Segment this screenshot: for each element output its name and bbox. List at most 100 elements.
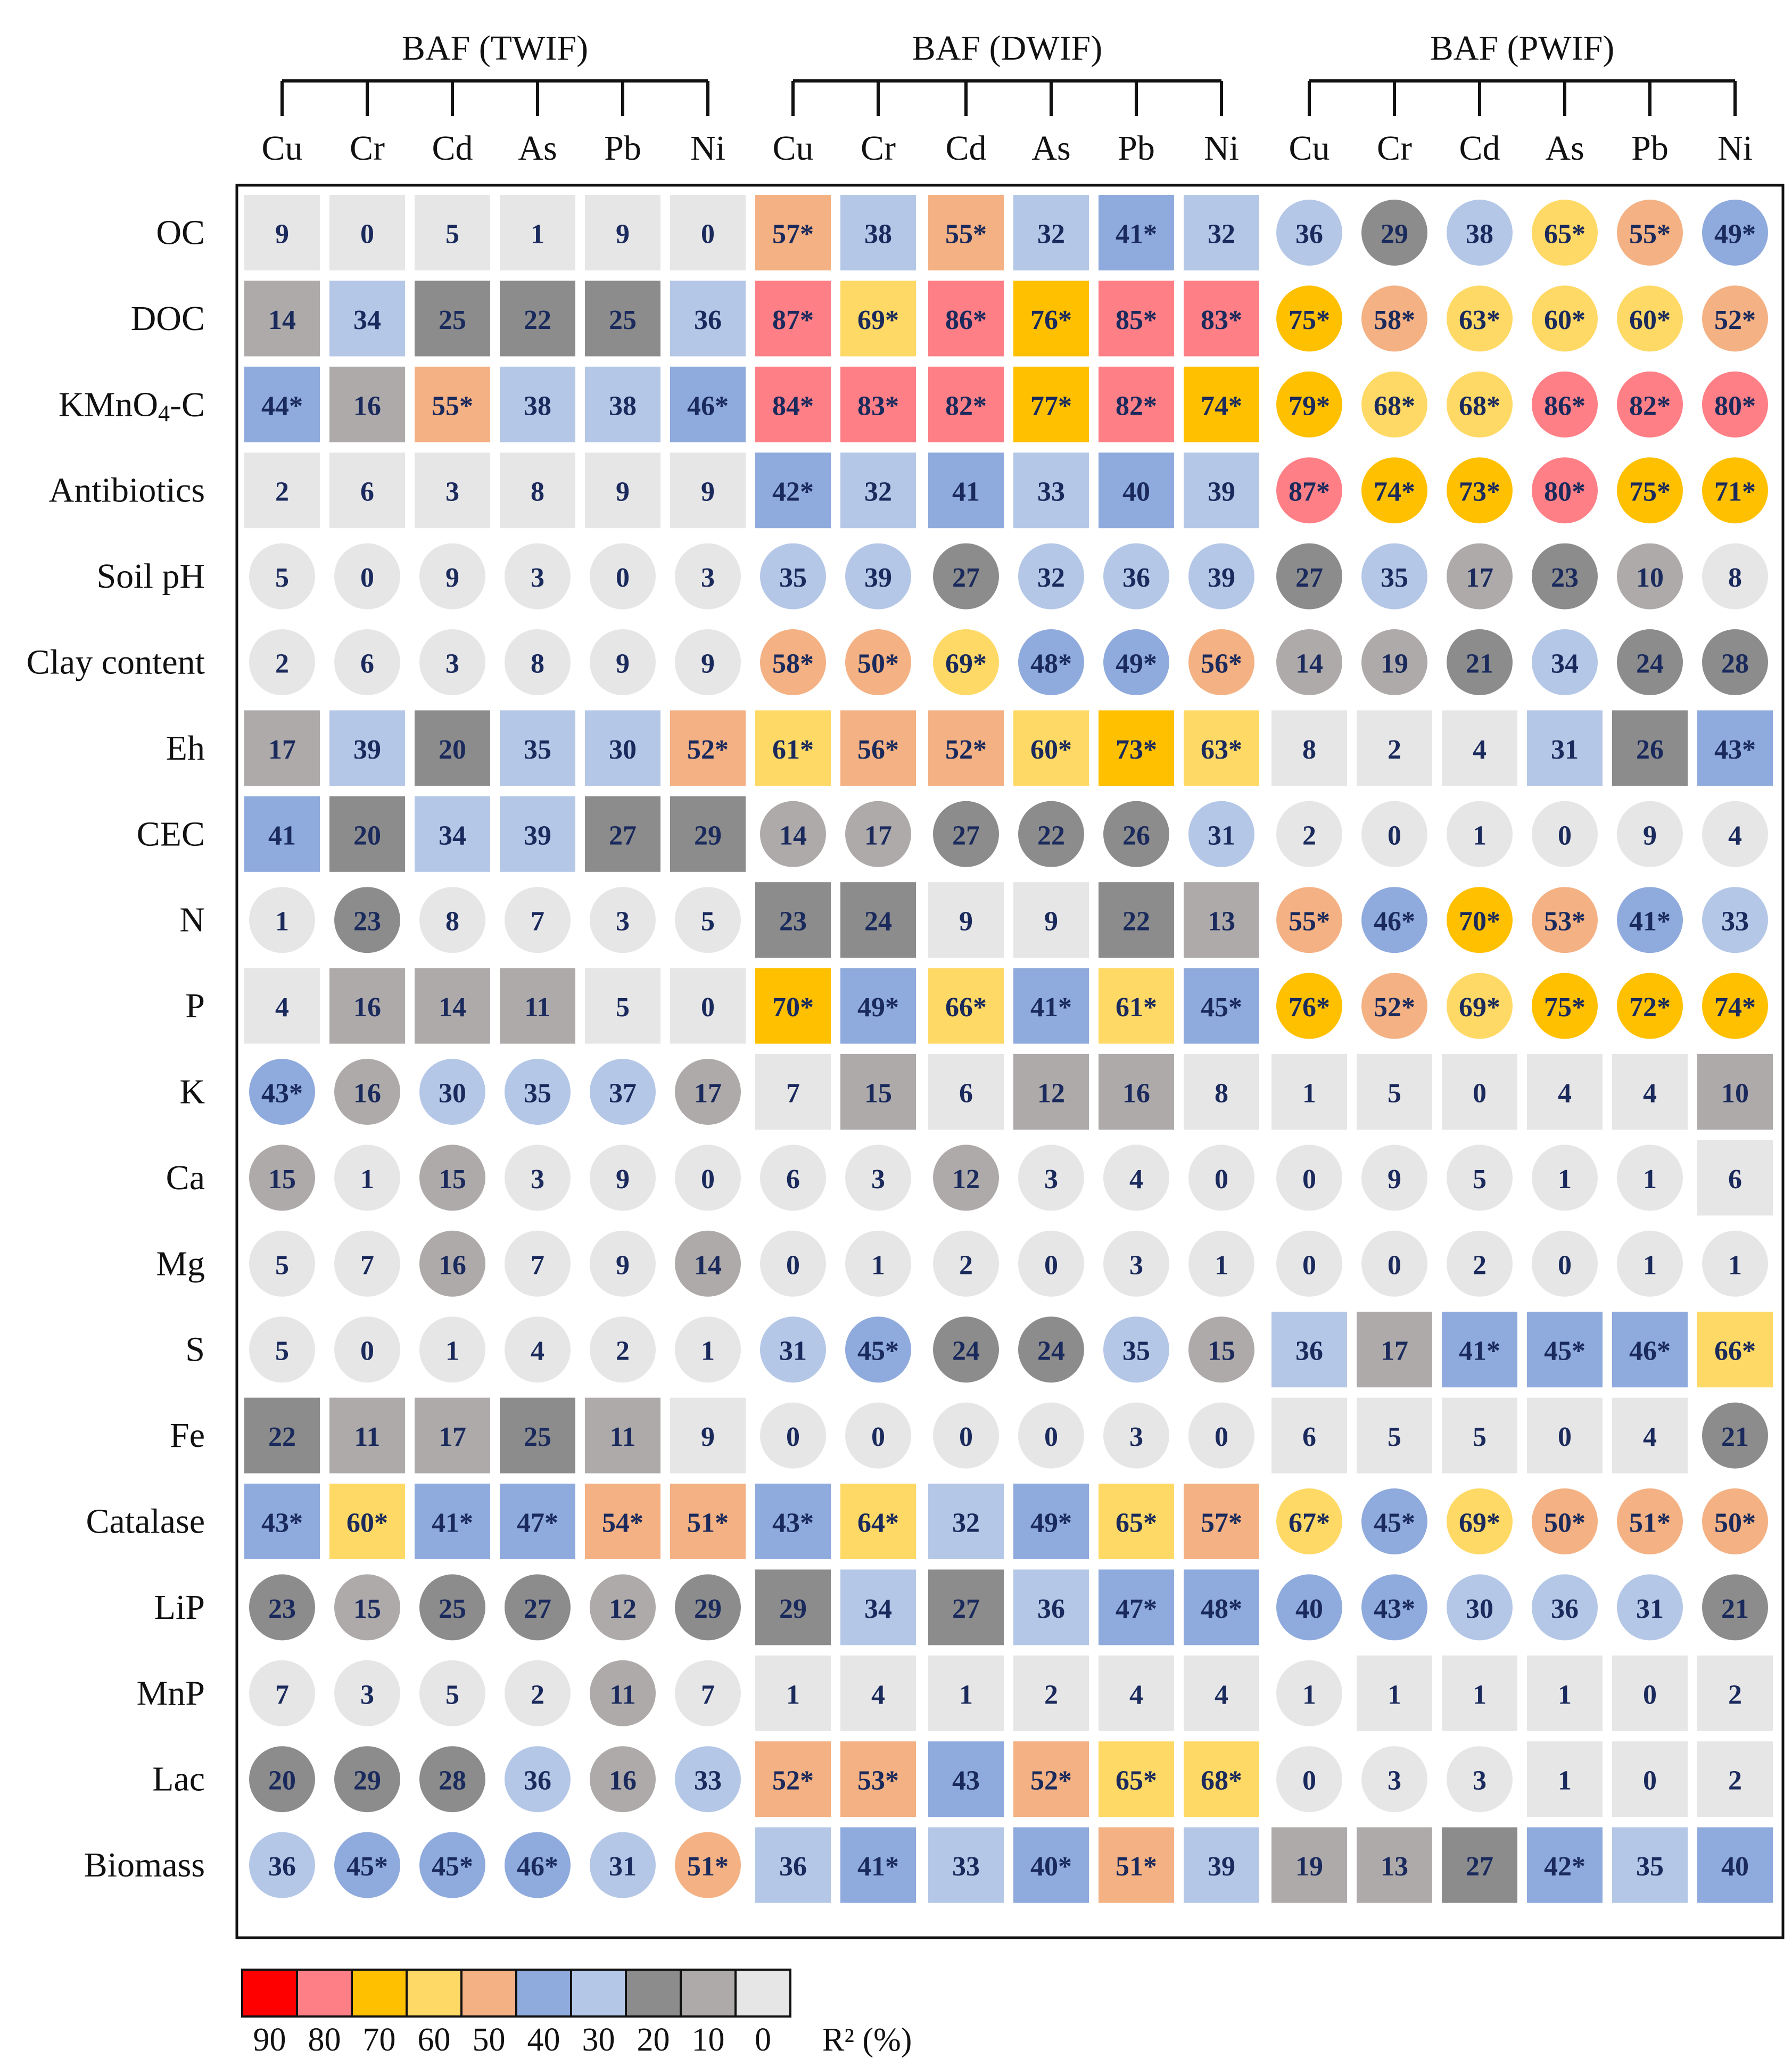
cell-circle — [1276, 543, 1342, 610]
cell-value: 63* — [1459, 305, 1500, 335]
cell-value: 28 — [439, 1766, 466, 1796]
cell-value: 16 — [609, 1766, 637, 1796]
cell-square — [840, 882, 916, 958]
cell-value: 50* — [857, 649, 899, 679]
row-label: Eh — [166, 729, 205, 768]
legend-swatch — [734, 1969, 791, 2018]
cell-circle — [675, 1832, 741, 1898]
cell-circle — [1617, 629, 1683, 695]
legend-tick: 80 — [308, 2022, 341, 2058]
cell-square — [1697, 1741, 1773, 1817]
cell-value: 0 — [1388, 820, 1401, 851]
cell-circle — [505, 543, 571, 610]
cell-value: 80* — [1544, 477, 1585, 507]
cell-square — [1527, 1312, 1603, 1388]
legend-swatch — [570, 1969, 627, 2018]
cell-circle — [1361, 285, 1427, 352]
cell-value: 1 — [445, 1336, 459, 1367]
cell-circle — [675, 543, 741, 610]
cell-circle — [1361, 1574, 1427, 1641]
cell-square — [928, 1741, 1004, 1817]
cell-circle — [675, 1316, 741, 1383]
cell-circle — [933, 1230, 999, 1297]
cell-value: 40* — [1030, 1851, 1072, 1882]
cell-value: 74* — [1201, 391, 1242, 421]
cell-circle — [1018, 1230, 1084, 1297]
cell-value: 76* — [1289, 992, 1330, 1023]
cell-value: 0 — [1643, 1680, 1657, 1710]
cell-value: 23 — [268, 1594, 296, 1624]
cell-value: 26 — [1636, 735, 1664, 765]
cell-circle — [1447, 801, 1513, 867]
cell-value: 2 — [959, 1250, 973, 1280]
cell-square — [415, 968, 490, 1044]
cell-value: 43 — [952, 1766, 980, 1796]
row-label: N — [179, 901, 205, 940]
cell-value: 39 — [1208, 1851, 1235, 1882]
cell-square — [1612, 1054, 1688, 1130]
cell-value: 43* — [261, 1508, 303, 1538]
cell-value: 20 — [353, 820, 381, 851]
cell-value: 83* — [857, 391, 899, 421]
cell-value: 16 — [353, 1079, 381, 1109]
cell-value: 27 — [952, 820, 980, 851]
cell-value: 51* — [687, 1508, 729, 1538]
cell-value: 35 — [524, 1079, 551, 1109]
cell-square — [415, 281, 490, 357]
cell-square — [585, 281, 660, 357]
cell-value: 19 — [1295, 1851, 1323, 1882]
cell-circle — [1447, 543, 1513, 610]
cell-value: 27 — [1466, 1851, 1493, 1882]
cell-square — [1271, 1397, 1347, 1474]
cell-circle — [1018, 1402, 1084, 1469]
cell-value: 25 — [439, 1594, 466, 1624]
cell-value: 4 — [871, 1680, 885, 1710]
cell-value: 14 — [268, 305, 296, 335]
cell-square — [329, 366, 405, 442]
cell-circle — [1702, 887, 1768, 953]
cell-value: 41* — [857, 1851, 899, 1882]
cell-square — [244, 366, 320, 442]
cell-value: 60* — [346, 1508, 388, 1538]
cell-value: 53* — [857, 1766, 899, 1796]
cell-value: 34 — [353, 305, 381, 335]
cell-square — [1013, 710, 1089, 786]
row-label: P — [185, 986, 205, 1025]
cell-square — [928, 1569, 1004, 1645]
cell-circle — [675, 1574, 741, 1641]
cell-value: 1 — [1558, 1164, 1572, 1195]
cell-circle — [760, 1316, 826, 1383]
cell-value: 26 — [1122, 820, 1150, 851]
cell-value: 68* — [1201, 1766, 1242, 1796]
cell-value: 20 — [268, 1766, 296, 1796]
cell-circle — [1018, 801, 1084, 867]
group-bracket — [280, 79, 709, 116]
cell-circle — [419, 1574, 485, 1641]
cell-value: 1 — [959, 1680, 973, 1710]
cell-circle — [1276, 1230, 1342, 1297]
cell-circle — [1447, 285, 1513, 352]
cell-square — [244, 1397, 320, 1474]
cell-square — [1099, 452, 1174, 529]
cell-value: 13 — [1381, 1851, 1408, 1882]
cell-circle — [334, 1145, 400, 1211]
cell-circle — [249, 1145, 315, 1211]
cell-value: 69* — [857, 305, 899, 335]
cell-square — [1099, 1741, 1174, 1817]
column-label: As — [1031, 129, 1070, 168]
cell-circle — [1188, 629, 1254, 695]
cell-value: 65* — [1116, 1766, 1157, 1796]
cell-value: 8 — [1215, 1079, 1228, 1109]
column-label: Cd — [1459, 129, 1500, 168]
cell-value: 8 — [531, 477, 544, 507]
cell-value: 34 — [864, 1594, 892, 1624]
cell-circle — [590, 1145, 656, 1211]
cell-square — [670, 281, 746, 357]
cell-circle — [590, 887, 656, 953]
cell-circle — [334, 1660, 400, 1726]
cell-value: 9 — [616, 477, 630, 507]
cell-value: 49* — [1116, 649, 1157, 679]
cell-value: 24 — [1636, 649, 1664, 679]
cell-square — [415, 796, 490, 872]
group-title: BAF (TWIF) — [402, 29, 588, 68]
